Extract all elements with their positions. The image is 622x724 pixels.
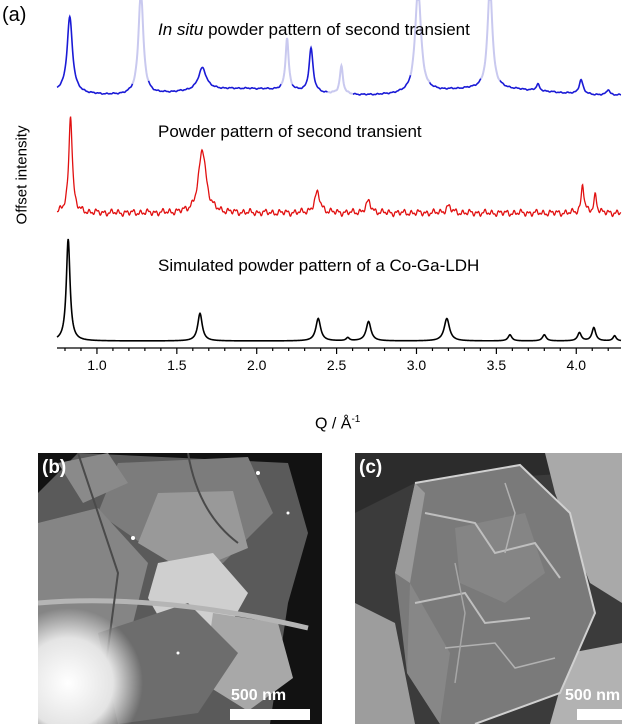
x-tick-label: 2.0 xyxy=(247,357,267,373)
y-axis-title: Offset intensity xyxy=(14,126,31,225)
chart-axes: 1.0 1.5 2.0 2.5 3.0 3.5 4.0 xyxy=(57,348,621,373)
x-tick-label: 2.5 xyxy=(327,357,347,373)
series-0-faded-trace xyxy=(132,0,499,94)
panel-c-label: (c) xyxy=(359,457,382,479)
panel-b-label: (b) xyxy=(42,457,66,479)
xrd-chart: 1.0 1.5 2.0 2.5 3.0 3.5 4.0 xyxy=(0,0,622,440)
tem-image xyxy=(38,453,322,724)
sem-micrograph-c: (c) 500 nm xyxy=(355,453,622,724)
scale-bar-c-label: 500 nm xyxy=(565,687,620,705)
x-tick-label: 3.5 xyxy=(487,357,507,373)
x-tick-label: 1.5 xyxy=(167,357,187,373)
in-situ-pattern-label: In situ powder pattern of second transie… xyxy=(158,20,470,40)
x-axis-title: Q / Å-1 xyxy=(315,414,360,433)
scale-bar-b xyxy=(230,709,310,720)
simulated-pattern-label: Simulated powder pattern of a Co-Ga-LDH xyxy=(158,256,479,276)
x-tick-label: 1.0 xyxy=(87,357,107,373)
scale-bar-c xyxy=(577,709,622,720)
sem-image xyxy=(355,453,622,724)
series-2-trace xyxy=(57,239,621,341)
tem-micrograph-b: (b) 500 nm xyxy=(38,453,322,724)
x-tick-label: 4.0 xyxy=(567,357,587,373)
x-tick-label: 3.0 xyxy=(407,357,427,373)
diffraction-traces xyxy=(57,0,621,341)
scale-bar-b-label: 500 nm xyxy=(231,687,286,705)
powder-pattern-label: Powder pattern of second transient xyxy=(158,122,422,142)
